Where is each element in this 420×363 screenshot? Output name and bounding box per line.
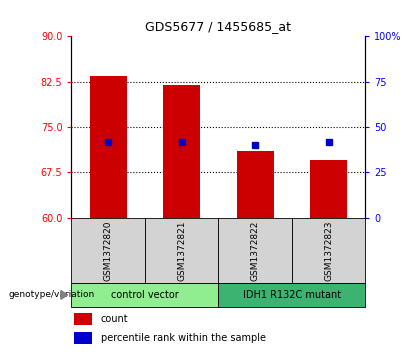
Bar	[74, 313, 92, 325]
Text: GSM1372823: GSM1372823	[324, 220, 333, 281]
Text: GSM1372820: GSM1372820	[104, 220, 113, 281]
Bar	[90, 76, 126, 218]
Bar	[292, 218, 365, 283]
Bar	[71, 283, 218, 307]
Text: genotype/variation: genotype/variation	[8, 290, 95, 299]
Text: count: count	[101, 314, 129, 324]
Text: IDH1 R132C mutant: IDH1 R132C mutant	[243, 290, 341, 300]
Bar	[310, 160, 347, 218]
Bar	[74, 332, 92, 344]
Bar	[218, 283, 365, 307]
Bar	[71, 218, 145, 283]
Bar	[163, 85, 200, 218]
Text: GSM1372822: GSM1372822	[251, 220, 260, 281]
Text: GSM1372821: GSM1372821	[177, 220, 186, 281]
Text: control vector: control vector	[111, 290, 179, 300]
Text: percentile rank within the sample: percentile rank within the sample	[101, 333, 266, 343]
Bar	[218, 218, 292, 283]
Text: GDS5677 / 1455685_at: GDS5677 / 1455685_at	[145, 20, 291, 33]
Bar	[237, 151, 273, 218]
Bar	[145, 218, 218, 283]
